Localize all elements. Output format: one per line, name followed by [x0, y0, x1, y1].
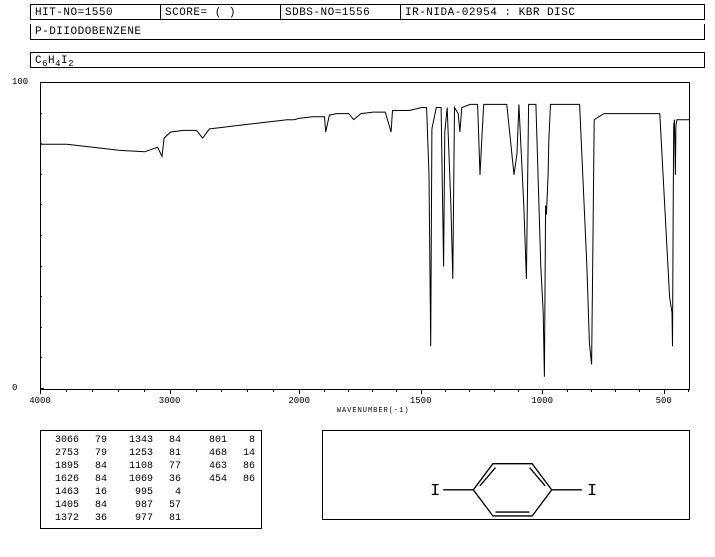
- peak-transmittance: 84: [161, 434, 181, 447]
- peak-column: 801 8 468 14 463 86 454 86: [195, 434, 255, 525]
- peak-row: 1108 77: [121, 460, 181, 473]
- peak-transmittance: 84: [87, 473, 107, 486]
- peak-transmittance: 86: [235, 460, 255, 473]
- peak-transmittance: 57: [161, 499, 181, 512]
- peak-row: 454 86: [195, 473, 255, 486]
- header-row-1: HIT-NO=1550 SCORE= ( ) SDBS-NO=1556 IR-N…: [30, 4, 705, 20]
- sdbs-no-cell: SDBS-NO=1556: [280, 4, 400, 20]
- x-tick-label: 1500: [410, 396, 432, 406]
- peak-wavenumber: 987: [121, 499, 153, 512]
- peak-wavenumber: 3066: [47, 434, 79, 447]
- x-tick-label: 3000: [159, 396, 181, 406]
- x-tick-label: 4000: [29, 396, 51, 406]
- peak-row: 977 81: [121, 512, 181, 525]
- peak-column: 3066792753791895841626841463161405841372…: [47, 434, 107, 525]
- peak-wavenumber: 1069: [121, 473, 153, 486]
- peak-transmittance: 16: [87, 486, 107, 499]
- peak-wavenumber: 1108: [121, 460, 153, 473]
- x-tick-label: 1000: [531, 396, 553, 406]
- peak-row: 463 86: [195, 460, 255, 473]
- peak-row: 1895 84: [47, 460, 107, 473]
- peak-transmittance: 36: [161, 473, 181, 486]
- peak-wavenumber: 1372: [47, 512, 79, 525]
- hit-no-cell: HIT-NO=1550: [30, 4, 160, 20]
- peak-transmittance: 81: [161, 512, 181, 525]
- peak-wavenumber: 2753: [47, 447, 79, 460]
- peak-wavenumber: 454: [195, 473, 227, 486]
- peak-row: 801 8: [195, 434, 255, 447]
- peak-wavenumber: 977: [121, 512, 153, 525]
- peak-column: 1343 84 1253 81 1108 77 1069 36 995 4 987 57 977 81: [121, 434, 181, 525]
- formula-2: 2: [68, 59, 74, 69]
- peak-wavenumber: 1463: [47, 486, 79, 499]
- x-tick-label: 500: [656, 396, 672, 406]
- peak-transmittance: 86: [235, 473, 255, 486]
- peak-row: 1405 84: [47, 499, 107, 512]
- peak-transmittance: 36: [87, 512, 107, 525]
- header-row-2: P-DIIODOBENZENE: [30, 24, 705, 40]
- peak-wavenumber: 1405: [47, 499, 79, 512]
- spectrum-chart: TRANSMITTANCE(%) WAVENUMBER(-1) 01004000…: [30, 72, 690, 412]
- y-tick-label: 0: [12, 383, 17, 393]
- peak-row: 3066 79: [47, 434, 107, 447]
- peak-wavenumber: 1895: [47, 460, 79, 473]
- ir-label-cell: IR-NIDA-02954 : KBR DISC: [400, 4, 705, 20]
- peak-transmittance: 79: [87, 434, 107, 447]
- right-atom-label: I: [587, 482, 597, 501]
- x-axis-label: WAVENUMBER(-1): [337, 407, 410, 415]
- peak-row: 1372 36: [47, 512, 107, 525]
- score-cell: SCORE= ( ): [160, 4, 280, 20]
- x-tick-label: 2000: [288, 396, 310, 406]
- molecule-box: I I: [322, 430, 690, 520]
- peak-transmittance: 79: [87, 447, 107, 460]
- peak-wavenumber: 801: [195, 434, 227, 447]
- y-tick-label: 100: [12, 77, 28, 87]
- peak-wavenumber: 1626: [47, 473, 79, 486]
- peak-wavenumber: 1253: [121, 447, 153, 460]
- peak-transmittance: 4: [161, 486, 181, 499]
- peak-transmittance: 84: [87, 499, 107, 512]
- peak-row: 1626 84: [47, 473, 107, 486]
- peak-row: 1069 36: [121, 473, 181, 486]
- peak-wavenumber: 468: [195, 447, 227, 460]
- peak-transmittance: 84: [87, 460, 107, 473]
- peak-row: 995 4: [121, 486, 181, 499]
- bottom-row: 3066792753791895841626841463161405841372…: [40, 430, 690, 529]
- peak-transmittance: 14: [235, 447, 255, 460]
- compound-name-cell: P-DIIODOBENZENE: [30, 24, 705, 40]
- peak-transmittance: 77: [161, 460, 181, 473]
- peak-wavenumber: 1343: [121, 434, 153, 447]
- peak-row: 2753 79: [47, 447, 107, 460]
- peak-wavenumber: 463: [195, 460, 227, 473]
- peak-transmittance: 8: [235, 434, 255, 447]
- spectrum-line: [41, 83, 689, 389]
- peak-transmittance: 81: [161, 447, 181, 460]
- molecule-structure: I I: [323, 431, 689, 549]
- peak-wavenumber: 995: [121, 486, 153, 499]
- header-row-3: C6H4I2: [30, 52, 705, 68]
- peak-row: 1253 81: [121, 447, 181, 460]
- peak-row: 987 57: [121, 499, 181, 512]
- plot-area: [40, 82, 690, 390]
- peak-table: 3066792753791895841626841463161405841372…: [40, 430, 262, 529]
- formula-cell: C6H4I2: [30, 52, 705, 68]
- left-atom-label: I: [430, 482, 440, 501]
- peak-row: 1343 84: [121, 434, 181, 447]
- peak-row: 468 14: [195, 447, 255, 460]
- peak-row: 1463 16: [47, 486, 107, 499]
